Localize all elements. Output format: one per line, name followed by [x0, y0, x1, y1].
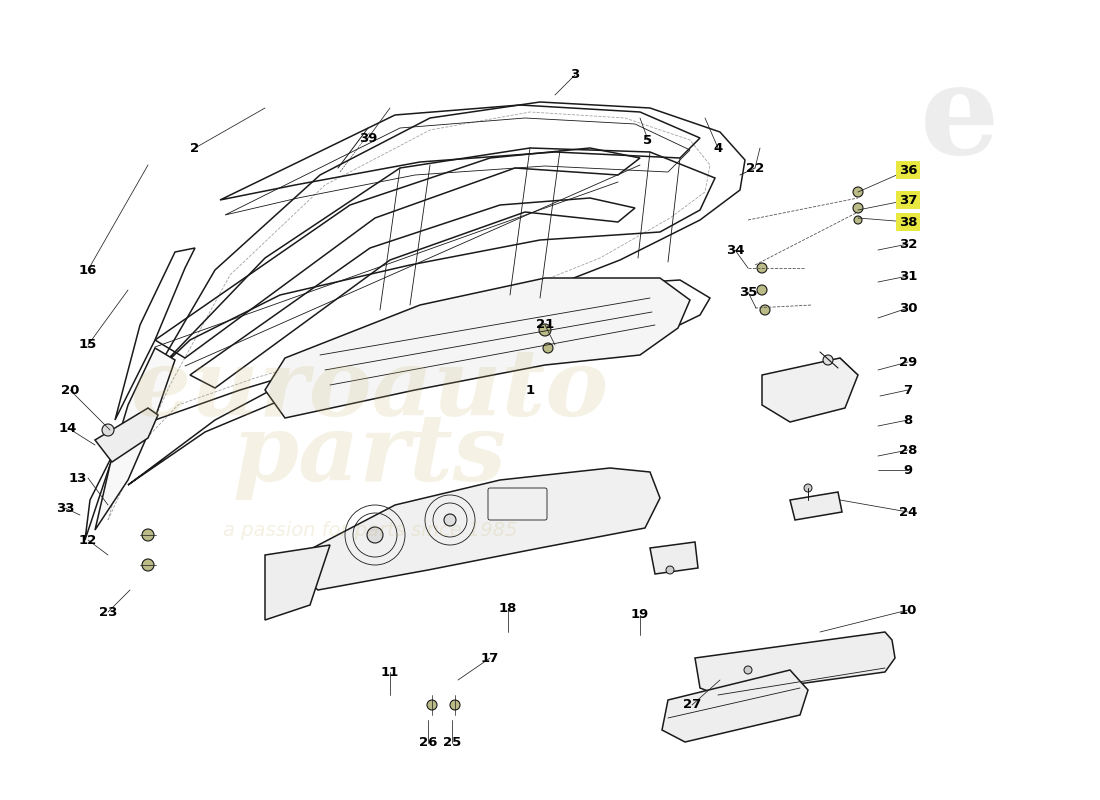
Text: 34: 34 — [726, 243, 745, 257]
Text: 4: 4 — [714, 142, 723, 154]
Circle shape — [142, 529, 154, 541]
Text: 26: 26 — [419, 737, 437, 750]
Text: 1: 1 — [526, 383, 535, 397]
Text: euroauto: euroauto — [131, 345, 609, 435]
Text: 39: 39 — [359, 131, 377, 145]
Circle shape — [427, 700, 437, 710]
Circle shape — [142, 559, 154, 571]
Text: 2: 2 — [190, 142, 199, 154]
Text: 18: 18 — [498, 602, 517, 614]
Circle shape — [854, 216, 862, 224]
Circle shape — [450, 700, 460, 710]
Polygon shape — [762, 358, 858, 422]
Text: 21: 21 — [536, 318, 554, 331]
Text: 19: 19 — [631, 609, 649, 622]
Text: 24: 24 — [899, 506, 917, 518]
Circle shape — [744, 666, 752, 674]
Text: 15: 15 — [79, 338, 97, 351]
Circle shape — [852, 203, 864, 213]
Polygon shape — [295, 468, 660, 590]
Polygon shape — [662, 670, 808, 742]
Circle shape — [666, 566, 674, 574]
Text: 23: 23 — [99, 606, 118, 618]
Text: 5: 5 — [644, 134, 652, 146]
Text: 27: 27 — [683, 698, 701, 711]
Text: 16: 16 — [79, 263, 97, 277]
Polygon shape — [95, 348, 175, 530]
Text: 37: 37 — [899, 194, 917, 206]
Text: 32: 32 — [899, 238, 917, 250]
Text: 10: 10 — [899, 603, 917, 617]
Text: e: e — [921, 59, 1000, 181]
Text: 7: 7 — [903, 383, 913, 397]
Circle shape — [102, 424, 114, 436]
Text: 8: 8 — [903, 414, 913, 426]
Circle shape — [823, 355, 833, 365]
Text: 12: 12 — [79, 534, 97, 546]
Circle shape — [852, 187, 864, 197]
Text: 31: 31 — [899, 270, 917, 282]
Text: 36: 36 — [899, 163, 917, 177]
Circle shape — [757, 285, 767, 295]
Circle shape — [367, 527, 383, 543]
Circle shape — [444, 514, 456, 526]
Polygon shape — [650, 542, 699, 574]
Circle shape — [543, 343, 553, 353]
Text: 38: 38 — [899, 215, 917, 229]
Text: a passion for parts since 1985: a passion for parts since 1985 — [222, 521, 517, 539]
Text: parts: parts — [233, 410, 507, 500]
Circle shape — [760, 305, 770, 315]
Text: 29: 29 — [899, 355, 917, 369]
Circle shape — [539, 324, 551, 336]
Text: 22: 22 — [746, 162, 764, 174]
Polygon shape — [790, 492, 842, 520]
Text: 11: 11 — [381, 666, 399, 678]
Text: 33: 33 — [56, 502, 75, 514]
Text: 13: 13 — [69, 471, 87, 485]
Polygon shape — [265, 278, 690, 418]
Polygon shape — [265, 545, 330, 620]
Polygon shape — [95, 408, 158, 462]
Text: 30: 30 — [899, 302, 917, 314]
Text: 35: 35 — [739, 286, 757, 298]
Text: 3: 3 — [571, 69, 580, 82]
Text: 14: 14 — [58, 422, 77, 434]
Circle shape — [804, 484, 812, 492]
Text: 17: 17 — [481, 651, 499, 665]
Text: 28: 28 — [899, 443, 917, 457]
Polygon shape — [695, 632, 895, 695]
Text: 25: 25 — [443, 737, 461, 750]
Circle shape — [757, 263, 767, 273]
Text: 20: 20 — [60, 383, 79, 397]
Text: 9: 9 — [903, 463, 913, 477]
